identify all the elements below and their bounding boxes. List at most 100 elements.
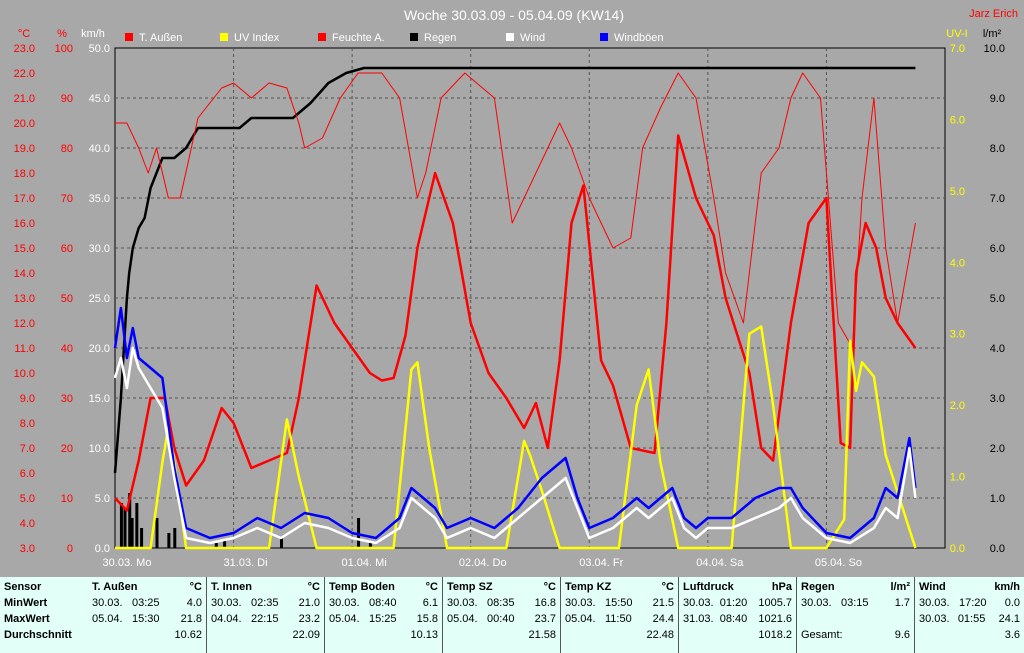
avg-label	[683, 627, 758, 643]
max-row: 04.04. 22:15 23.2	[211, 611, 320, 627]
tick-label-humidity: 20	[61, 443, 73, 455]
min-time: 08:35	[487, 597, 515, 609]
tick-label-uv: 3.0	[950, 329, 965, 341]
tick-label-wind: 10.0	[89, 443, 110, 455]
avg-label	[329, 627, 410, 643]
sensor-column: T. Außen °C 30.03. 03:25 4.0 05.04. 15:30 21.8 1…	[88, 577, 206, 653]
avg-label	[447, 627, 528, 643]
sensor-name: Wind	[919, 581, 946, 593]
avg-value: 22.48	[646, 629, 674, 641]
sensor-columns: T. Außen °C 30.03. 03:25 4.0 05.04. 15:30 21.8 1…	[88, 577, 1024, 653]
summary-table: Sensor MinWert MaxWert Durchschnitt T. A…	[0, 577, 1024, 653]
legend-swatch	[125, 33, 133, 41]
min-row: 30.03. 17:20 0.0	[919, 595, 1020, 611]
avg-label: Gesamt:	[801, 629, 843, 641]
sensor-name: Temp Boden	[329, 581, 395, 593]
tick-label-uv: 7.0	[950, 43, 965, 55]
tick-label-uv: 0.0	[950, 543, 965, 555]
sensor-header: Wind km/h	[919, 579, 1020, 595]
row-label-column: Sensor MinWert MaxWert Durchschnitt	[0, 577, 88, 653]
max-time: 00:40	[487, 613, 515, 625]
min-row: 30.03. 02:35 21.0	[211, 595, 320, 611]
sensor-header: Luftdruck hPa	[683, 579, 792, 595]
tick-label-wind: 50.0	[89, 43, 110, 55]
max-value: 1021.6	[758, 613, 792, 625]
rain-bar	[155, 518, 159, 548]
min-date: 30.03.	[801, 597, 832, 609]
legend-swatch	[506, 33, 514, 41]
tick-label-humidity: 40	[61, 343, 73, 355]
min-row: 30.03. 03:15 1.7	[801, 595, 910, 611]
tick-label-humidity: 0	[67, 543, 73, 555]
sensor-unit: °C	[543, 581, 556, 593]
tick-label-uv: 2.0	[950, 400, 965, 412]
rain-bar	[280, 538, 283, 548]
avg-value: 22.09	[292, 629, 320, 641]
axis-ticks: 23.0 22.0 21.0 20.0 19.0 18.0 17.0 16.0 15.0 14.0…	[14, 43, 1005, 555]
sensor-unit: °C	[189, 581, 202, 593]
legend-label: UV Index	[234, 32, 280, 44]
sensor-name: Luftdruck	[683, 581, 734, 593]
max-date: 05.04.	[92, 613, 123, 625]
sensor-unit: °C	[661, 581, 674, 593]
sensor-column: Temp Boden °C 30.03. 08:40 6.1 05.04. 15:25 15.…	[324, 577, 442, 653]
x-tick-label: 30.03. Mo	[103, 557, 152, 569]
max-row	[801, 611, 910, 627]
min-date: 30.03.	[919, 597, 950, 609]
tick-label-rain: 3.0	[990, 393, 1005, 405]
x-tick-label: 02.04. Do	[459, 557, 507, 569]
rain-bar	[135, 503, 139, 548]
min-value: 21.5	[652, 597, 674, 609]
min-value: 16.8	[534, 597, 556, 609]
max-value: 23.2	[298, 613, 320, 625]
tick-label-uv: 6.0	[950, 114, 965, 126]
avg-row: 3.6	[919, 627, 1020, 643]
sensor-header: Regen l/m²	[801, 579, 910, 595]
row-label-avg: Durchschnitt	[4, 629, 72, 641]
tick-label-rain: 8.0	[990, 143, 1005, 155]
avg-value: 1018.2	[758, 629, 792, 641]
tick-label-temp: 17.0	[14, 193, 35, 205]
tick-label-wind: 5.0	[95, 493, 110, 505]
sensor-unit: hPa	[771, 581, 792, 593]
min-row: 30.03. 08:35 16.8	[447, 595, 556, 611]
min-row: 30.03. 15:50 21.5	[565, 595, 674, 611]
avg-label	[211, 627, 292, 643]
min-date: 30.03.	[329, 597, 360, 609]
tick-label-temp: 10.0	[14, 368, 35, 380]
tick-label-temp: 16.0	[14, 218, 35, 230]
unit-uv: UV-I	[946, 28, 967, 40]
rain-bar	[119, 503, 123, 548]
sensor-column: Luftdruck hPa 30.03. 01:20 1005.7 31.03. 08:40…	[678, 577, 796, 653]
sensor-column: T. Innen °C 30.03. 02:35 21.0 04.04. 22:15 23.2…	[206, 577, 324, 653]
tick-label-uv: 4.0	[950, 257, 965, 269]
max-value: 23.7	[534, 613, 556, 625]
sensor-column: Temp KZ °C 30.03. 15:50 21.5 05.04. 11:50 24.4 2…	[560, 577, 678, 653]
unit-temp: °C	[18, 28, 30, 40]
max-date: 04.04.	[211, 613, 242, 625]
avg-value: 10.62	[174, 629, 202, 641]
max-value: 15.8	[416, 613, 438, 625]
tick-label-temp: 21.0	[14, 93, 35, 105]
max-date: 05.04.	[329, 613, 360, 625]
max-time: 08:40	[719, 613, 748, 625]
max-date	[801, 611, 841, 627]
min-value: 4.0	[186, 597, 202, 609]
x-tick-label: 01.04. Mi	[342, 557, 387, 569]
tick-label-wind: 30.0	[89, 243, 110, 255]
tick-label-humidity: 100	[55, 43, 73, 55]
x-tick-label: 05.04. So	[815, 557, 862, 569]
min-value: 0.0	[1004, 597, 1020, 609]
avg-value: 10.13	[410, 629, 438, 641]
max-time: 01:55	[957, 613, 986, 625]
max-date: 30.03.	[919, 613, 950, 625]
series-line-windb-en	[113, 306, 917, 540]
tick-label-wind: 20.0	[89, 343, 110, 355]
tick-label-temp: 9.0	[20, 393, 35, 405]
row-label-sensor: Sensor	[4, 581, 42, 593]
min-date: 30.03.	[683, 597, 714, 609]
avg-row: 21.58	[447, 627, 556, 643]
tick-label-wind: 40.0	[89, 143, 110, 155]
chart-legend: T. Außen UV Index Feuchte A. Regen Wind Windb…	[125, 32, 664, 44]
avg-label	[92, 627, 174, 643]
